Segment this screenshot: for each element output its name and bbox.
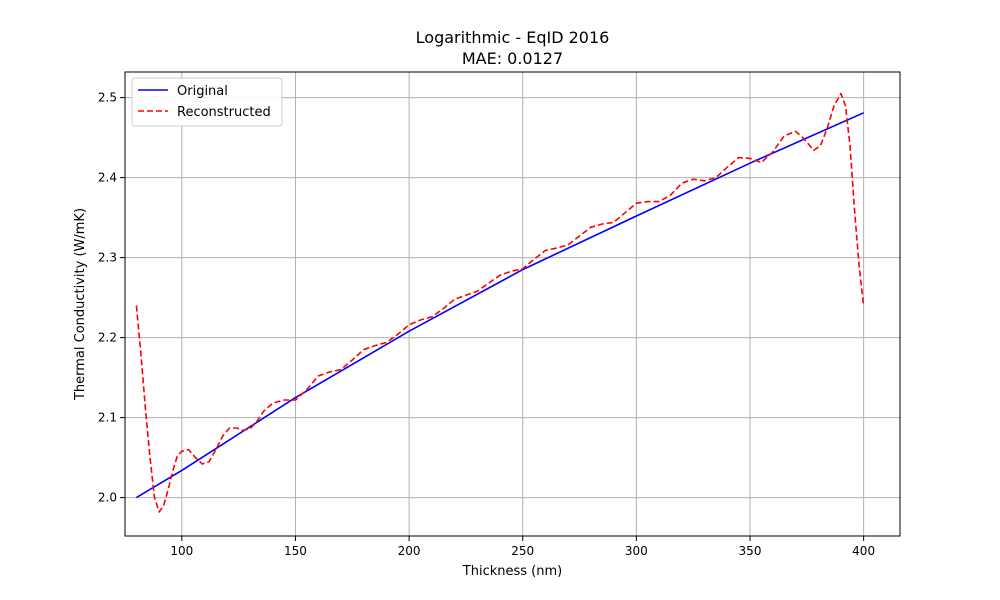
y-tick-label: 2.2 xyxy=(98,331,117,345)
legend-label-original: Original xyxy=(177,84,228,99)
y-tick-label: 2.3 xyxy=(98,251,117,265)
x-tick-label: 300 xyxy=(625,544,648,558)
x-axis-label: Thickness (nm) xyxy=(462,564,562,579)
series-line-reconstructed xyxy=(135,92,865,513)
series-line-original xyxy=(135,112,864,499)
grid xyxy=(125,72,900,536)
y-tick-label: 2.5 xyxy=(98,91,117,105)
chart-subtitle: MAE: 0.0127 xyxy=(462,49,563,68)
x-tick-label: 250 xyxy=(511,544,534,558)
x-tick-label: 350 xyxy=(739,544,762,558)
y-tick-label: 2.1 xyxy=(98,411,117,425)
x-tick-label: 200 xyxy=(398,544,421,558)
x-tick-label: 400 xyxy=(852,544,875,558)
y-tick-label: 2.4 xyxy=(98,171,117,185)
x-tick-label: 150 xyxy=(284,544,307,558)
legend-label-reconstructed: Reconstructed xyxy=(177,105,271,120)
legend: Original Reconstructed xyxy=(131,77,283,127)
y-tick-label: 2.0 xyxy=(98,491,117,505)
series-group xyxy=(135,92,865,513)
plot-frame xyxy=(124,71,901,537)
ticks: 100 150 200 250 300 350 400 2.0 2.1 2.2 2.3 2.4 2.5 xyxy=(98,91,875,558)
x-tick-label: 100 xyxy=(170,544,193,558)
y-axis-label: Thermal Conductivity (W/mK) xyxy=(73,208,88,401)
chart-title: Logarithmic - EqID 2016 xyxy=(416,28,610,47)
legend-box xyxy=(131,77,283,127)
